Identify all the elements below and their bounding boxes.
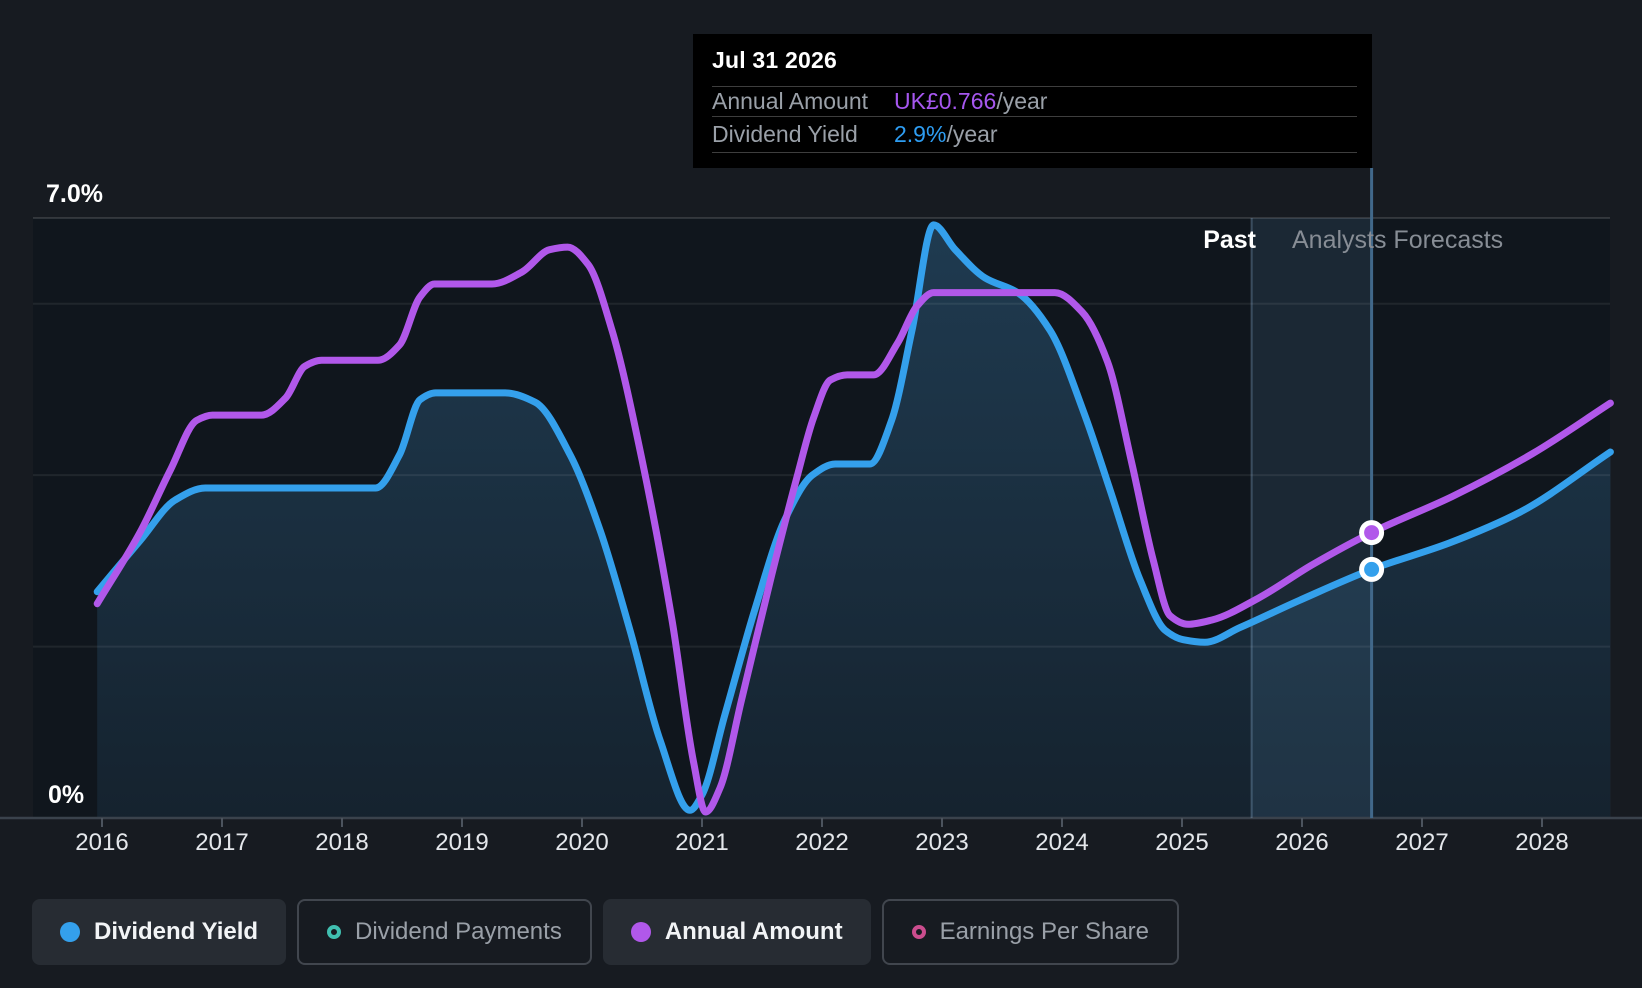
- x-axis-label-2026: 2026: [1275, 829, 1329, 856]
- legend: Dividend Yield Dividend Payments Annual Am…: [32, 899, 1180, 965]
- x-tick-2025: [1181, 818, 1183, 827]
- legend-toggle-earnings-per-share[interactable]: Earnings Per Share: [881, 899, 1180, 965]
- tooltip-value: 2.9%: [894, 121, 947, 147]
- x-tick-2027: [1421, 818, 1423, 827]
- x-axis-label-2028: 2028: [1515, 829, 1569, 856]
- x-axis-label-2023: 2023: [915, 829, 969, 856]
- x-tick-2026: [1301, 818, 1303, 827]
- x-axis-label-2017: 2017: [195, 829, 249, 856]
- x-tick-2022: [821, 818, 823, 827]
- x-tick-2023: [941, 818, 943, 827]
- y-axis-min-label: 0%: [48, 781, 85, 809]
- x-axis-label-2019: 2019: [435, 829, 489, 856]
- x-tick-2016: [101, 818, 103, 827]
- legend-label-dividend-yield: Dividend Yield: [94, 918, 259, 945]
- x-axis-label-2022: 2022: [795, 829, 849, 856]
- legend-swatch-annual-amount-icon: [630, 922, 651, 942]
- tooltip-value-suffix: /year: [996, 88, 1048, 114]
- legend-toggle-annual-amount[interactable]: Annual Amount: [602, 899, 871, 965]
- past-region-label: Past: [1203, 226, 1256, 254]
- legend-label-annual-amount: Annual Amount: [664, 918, 843, 945]
- x-axis-label-2025: 2025: [1155, 829, 1209, 856]
- x-axis-label-2024: 2024: [1035, 829, 1089, 856]
- forecast-region-label: Analysts Forecasts: [1292, 226, 1504, 254]
- tooltip-date: Jul 31 2026: [712, 34, 1357, 87]
- x-tick-2020: [581, 818, 583, 827]
- x-tick-2018: [341, 818, 343, 827]
- y-axis-max-label: 7.0%: [46, 180, 103, 208]
- dividend-yield-line[interactable]: [93, 221, 1614, 814]
- legend-toggle-dividend-yield[interactable]: Dividend Yield: [32, 899, 287, 965]
- x-axis-label-2027: 2027: [1395, 829, 1449, 856]
- x-axis-label-2021: 2021: [675, 829, 729, 856]
- dividend-yield-marker-core: [1364, 561, 1380, 577]
- tooltip-value: UK£0.766: [894, 88, 997, 114]
- tooltip-label: Annual Amount: [712, 88, 869, 114]
- dividend-yield-area: [97, 224, 1611, 818]
- legend-swatch-earnings-per-share-icon: [911, 925, 926, 939]
- x-tick-2017: [221, 818, 223, 827]
- annual-amount-line[interactable]: [93, 243, 1614, 816]
- legend-label-earnings-per-share: Earnings Per Share: [939, 918, 1150, 945]
- hover-band: [1251, 218, 1372, 818]
- chart-tooltip: Jul 31 2026 Annual Amount UK£0.766 /year…: [693, 34, 1372, 168]
- x-axis-label-2020: 2020: [555, 829, 609, 856]
- x-tick-2028: [1541, 818, 1543, 827]
- tooltip-row-annual-amount: Annual Amount UK£0.766 /year: [712, 87, 1357, 117]
- tooltip-row-dividend-yield: Dividend Yield 2.9% /year: [712, 117, 1357, 153]
- x-axis-label-2018: 2018: [315, 829, 369, 856]
- x-tick-2024: [1061, 818, 1063, 827]
- x-tick-2021: [701, 818, 703, 827]
- tooltip-label: Dividend Yield: [712, 121, 858, 147]
- x-axis: 2016 2017 2018 2019 2020 2021 2022 2023 2024 2025…: [0, 829, 1642, 861]
- tooltip-value-suffix: /year: [946, 121, 998, 147]
- legend-swatch-dividend-yield-icon: [60, 922, 80, 942]
- annual-amount-marker-core: [1364, 525, 1380, 541]
- legend-toggle-dividend-payments[interactable]: Dividend Payments: [297, 899, 592, 965]
- legend-label-dividend-payments: Dividend Payments: [355, 918, 562, 945]
- legend-swatch-dividend-payments-icon: [327, 925, 342, 939]
- x-tick-2019: [461, 818, 463, 827]
- x-axis-label-2016: 2016: [75, 829, 129, 856]
